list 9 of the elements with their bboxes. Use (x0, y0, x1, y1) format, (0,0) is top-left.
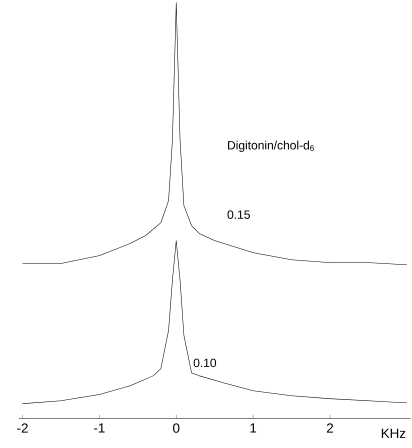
text: 0.15 (228, 210, 250, 219)
series-label: 0.10 (194, 358, 216, 368)
x-tick-label: -2 (17, 423, 28, 433)
x-tick-label: 1 (250, 423, 256, 433)
x-tick-label: 0 (173, 423, 180, 433)
x-axis-title: KHz (382, 428, 406, 438)
annotation: Digitonin/chol-d$_{6}$ (228, 140, 314, 152)
x-tick-label: 2 (326, 423, 333, 433)
x-tick-label: -1 (94, 423, 105, 433)
